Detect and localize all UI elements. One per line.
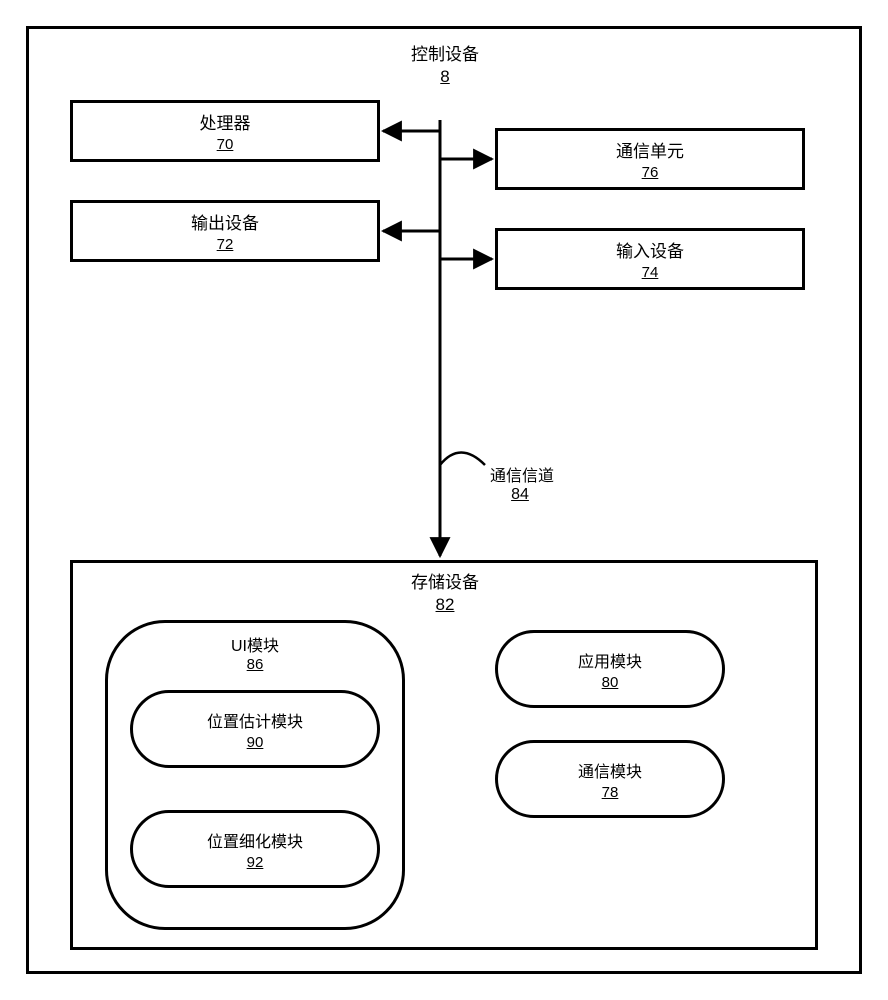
output-device-box: 输出设备 72 xyxy=(70,200,380,262)
control-device-number: 8 xyxy=(380,67,510,87)
control-device-label: 控制设备 xyxy=(380,40,510,65)
communication-module-number: 78 xyxy=(602,784,619,801)
position-estimation-number: 90 xyxy=(247,734,264,751)
control-device-title: 控制设备 8 xyxy=(380,40,510,87)
position-refinement-label: 位置细化模块 xyxy=(207,828,303,852)
comm-unit-label: 通信单元 xyxy=(616,137,684,162)
output-device-number: 72 xyxy=(217,236,234,253)
channel-label: 通信信道 xyxy=(490,462,610,486)
ui-module-title: UI模块 86 xyxy=(185,632,325,673)
application-module: 应用模块 80 xyxy=(495,630,725,708)
storage-device-label: 存储设备 xyxy=(390,568,500,593)
comm-unit-number: 76 xyxy=(642,164,659,181)
storage-device-number: 82 xyxy=(390,595,500,615)
communication-module-label: 通信模块 xyxy=(578,758,642,782)
storage-device-title: 存储设备 82 xyxy=(390,568,500,615)
input-device-label: 输入设备 xyxy=(616,237,684,262)
position-estimation-module: 位置估计模块 90 xyxy=(130,690,380,768)
ui-module-label: UI模块 xyxy=(185,632,325,656)
ui-module-number: 86 xyxy=(185,656,325,673)
channel-label-group: 通信信道 84 xyxy=(490,462,610,504)
communication-module: 通信模块 78 xyxy=(495,740,725,818)
processor-label: 处理器 xyxy=(200,109,251,134)
position-estimation-label: 位置估计模块 xyxy=(207,708,303,732)
position-refinement-module: 位置细化模块 92 xyxy=(130,810,380,888)
comm-unit-box: 通信单元 76 xyxy=(495,128,805,190)
application-module-label: 应用模块 xyxy=(578,648,642,672)
application-module-number: 80 xyxy=(602,674,619,691)
input-device-number: 74 xyxy=(642,264,659,281)
channel-number: 84 xyxy=(490,486,550,504)
processor-box: 处理器 70 xyxy=(70,100,380,162)
output-device-label: 输出设备 xyxy=(191,209,259,234)
processor-number: 70 xyxy=(217,136,234,153)
diagram-canvas: 控制设备 8 处理器 70 输出设备 72 通信单元 76 输入设备 74 通信… xyxy=(20,20,868,980)
position-refinement-number: 92 xyxy=(247,854,264,871)
input-device-box: 输入设备 74 xyxy=(495,228,805,290)
